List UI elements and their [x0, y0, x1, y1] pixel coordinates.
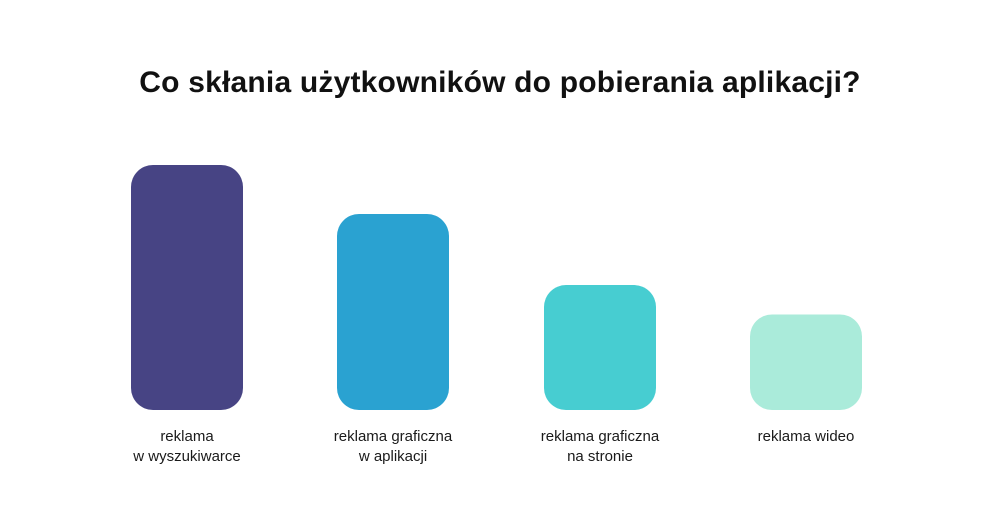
category-label-1: reklama w wyszukiwarce	[132, 428, 241, 465]
category-label-line: reklama	[160, 428, 214, 445]
bar-1	[131, 165, 243, 410]
bar-4	[750, 314, 862, 410]
category-label-4: reklama wideo	[758, 428, 855, 445]
category-label-line: reklama graficzna	[334, 428, 453, 445]
bar-3	[544, 285, 656, 410]
category-label-3: reklama graficzna na stronie	[541, 428, 660, 465]
category-label-line: w wyszukiwarce	[132, 448, 241, 465]
category-label-2: reklama graficzna w aplikacji	[334, 428, 453, 465]
bar-2	[337, 214, 449, 410]
category-label-line: na stronie	[567, 448, 633, 465]
category-label-line: reklama wideo	[758, 428, 855, 445]
category-label-line: w aplikacji	[358, 448, 427, 465]
bars-group	[131, 165, 862, 410]
chart-title: Co skłania użytkowników do pobierania ap…	[139, 66, 861, 99]
category-label-line: reklama graficzna	[541, 428, 660, 445]
category-labels-group: reklama w wyszukiwarce reklama graficzna w …	[132, 428, 854, 465]
